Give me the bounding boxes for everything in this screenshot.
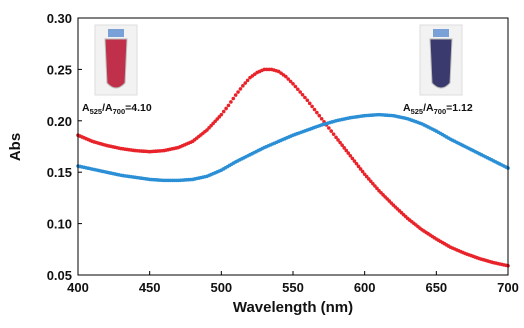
y-tick-label: 0.30 xyxy=(47,11,72,26)
y-tick-label: 0.05 xyxy=(47,268,72,283)
ratio-annotation-right: A525/A700=1.12 xyxy=(403,102,473,116)
data-point xyxy=(312,107,317,112)
data-point xyxy=(315,110,319,115)
data-point xyxy=(327,126,331,130)
sample-tube-photo-red xyxy=(94,24,138,96)
data-point xyxy=(298,90,302,94)
y-axis-label: Abs xyxy=(7,133,24,161)
data-marks xyxy=(76,67,510,268)
data-point xyxy=(350,156,355,161)
data-point xyxy=(344,148,349,153)
y-axis-ticks: 0.05 0.10 0.15 0.20 0.25 0.30 xyxy=(47,11,82,283)
y-tick-label: 0.10 xyxy=(47,217,72,232)
data-point xyxy=(226,103,231,108)
data-point xyxy=(307,101,312,106)
data-point xyxy=(241,84,245,88)
data-point xyxy=(243,81,248,85)
data-point xyxy=(329,129,334,133)
x-axis-label: Wavelength (nm) xyxy=(233,299,353,316)
data-point xyxy=(358,167,363,171)
data-point xyxy=(364,174,369,179)
x-tick-label: 600 xyxy=(354,280,376,295)
data-point xyxy=(231,96,236,101)
data-point xyxy=(366,177,371,181)
data-point xyxy=(342,146,346,150)
x-tick-label: 700 xyxy=(497,280,519,295)
data-point xyxy=(224,106,228,111)
data-point xyxy=(319,116,324,121)
data-point xyxy=(300,92,305,97)
data-point xyxy=(373,184,377,188)
x-tick-label: 550 xyxy=(282,280,304,295)
data-point xyxy=(331,132,336,136)
data-point xyxy=(371,181,375,186)
data-point xyxy=(310,104,314,109)
data-point xyxy=(346,151,351,155)
data-point xyxy=(291,81,295,86)
series-red xyxy=(76,67,510,268)
data-point xyxy=(229,100,233,104)
sample-tube-photo-blue xyxy=(419,24,463,96)
x-tick-label: 650 xyxy=(425,280,447,295)
data-point xyxy=(362,172,367,177)
data-point xyxy=(293,84,298,89)
series-blue xyxy=(76,112,510,183)
data-point xyxy=(295,87,300,92)
data-point xyxy=(284,74,288,79)
data-point xyxy=(219,112,224,117)
data-point xyxy=(317,113,322,118)
data-point xyxy=(354,161,359,166)
data-point xyxy=(356,164,361,169)
data-point xyxy=(360,169,365,174)
data-point xyxy=(336,138,340,142)
data-point xyxy=(334,135,338,140)
data-point xyxy=(340,143,344,147)
data-point xyxy=(245,78,250,83)
y-tick-label: 0.15 xyxy=(47,165,72,180)
data-point xyxy=(221,109,226,114)
x-tick-label: 500 xyxy=(210,280,232,295)
data-point xyxy=(288,79,293,84)
data-point xyxy=(286,77,291,81)
data-point xyxy=(305,98,310,103)
x-tick-label: 400 xyxy=(67,280,89,295)
y-tick-label: 0.20 xyxy=(47,114,72,129)
data-point xyxy=(233,93,238,97)
y-tick-label: 0.25 xyxy=(47,62,72,77)
data-point xyxy=(236,90,240,94)
data-point xyxy=(348,153,353,158)
x-axis-ticks: 400 450 500 550 600 650 700 xyxy=(67,271,519,295)
ratio-annotation-left: A525/A700=4.10 xyxy=(82,102,152,116)
data-point xyxy=(238,87,243,91)
data-point xyxy=(338,140,342,145)
data-point xyxy=(369,179,373,184)
data-point xyxy=(352,159,357,163)
data-point xyxy=(375,186,379,191)
data-point xyxy=(303,95,307,100)
x-tick-label: 450 xyxy=(139,280,161,295)
